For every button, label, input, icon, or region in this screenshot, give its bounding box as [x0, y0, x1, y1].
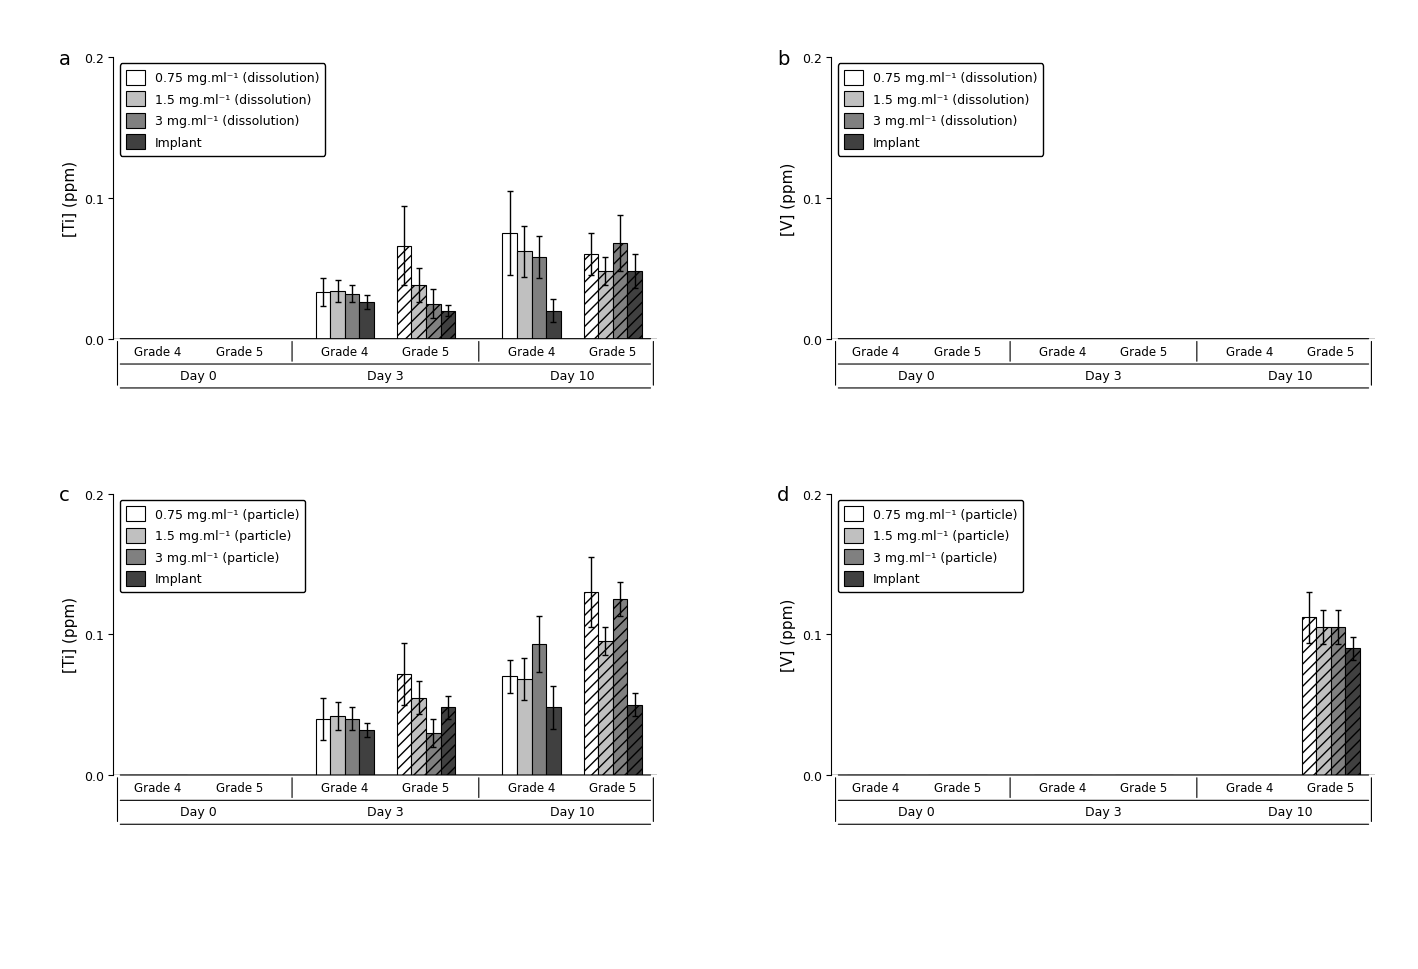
Text: Day 10: Day 10 [550, 805, 594, 818]
Text: Grade 5: Grade 5 [1307, 781, 1354, 795]
Text: b: b [777, 49, 790, 69]
Text: Day 3: Day 3 [1085, 805, 1122, 818]
Bar [441, 311, 455, 339]
Bar [502, 676, 518, 775]
Legend: 0.75 mg.ml⁻¹ (particle), 1.5 mg.ml⁻¹ (particle), 3 mg.ml⁻¹ (particle), Implant: 0.75 mg.ml⁻¹ (particle), 1.5 mg.ml⁻¹ (pa… [838, 500, 1024, 592]
Text: Grade 5: Grade 5 [1120, 781, 1167, 795]
Text: Grade 4: Grade 4 [1227, 781, 1273, 795]
Bar [627, 704, 642, 775]
Bar [613, 244, 627, 339]
Text: Day 10: Day 10 [1268, 369, 1313, 383]
Bar [359, 302, 374, 339]
Text: Grade 5: Grade 5 [403, 781, 450, 795]
Text: Day 0: Day 0 [180, 369, 217, 383]
Text: Grade 4: Grade 4 [852, 781, 900, 795]
Y-axis label: [V] (ppm): [V] (ppm) [781, 598, 797, 672]
Bar [1316, 628, 1332, 775]
Bar [584, 255, 598, 339]
Bar [397, 246, 411, 339]
Bar [532, 258, 546, 339]
Text: Grade 4: Grade 4 [135, 346, 182, 359]
Text: Grade 4: Grade 4 [320, 781, 369, 795]
Bar [316, 293, 330, 339]
Bar [598, 641, 613, 775]
Bar [345, 295, 359, 339]
Bar [316, 719, 330, 775]
Bar [425, 733, 441, 775]
Text: Grade 5: Grade 5 [588, 781, 637, 795]
Bar [397, 674, 411, 775]
Y-axis label: [Ti] (ppm): [Ti] (ppm) [64, 597, 78, 672]
Text: Grade 5: Grade 5 [1120, 346, 1167, 359]
Text: Grade 5: Grade 5 [588, 346, 637, 359]
Text: Day 3: Day 3 [367, 369, 404, 383]
Text: Grade 4: Grade 4 [1039, 346, 1086, 359]
Bar [411, 286, 425, 339]
Bar [330, 292, 345, 339]
Y-axis label: [V] (ppm): [V] (ppm) [781, 162, 797, 235]
Bar [1346, 648, 1360, 775]
Text: Grade 4: Grade 4 [1039, 781, 1086, 795]
Text: d: d [777, 485, 790, 505]
Text: a: a [60, 49, 71, 69]
Text: Grade 4: Grade 4 [508, 781, 556, 795]
Bar [532, 644, 546, 775]
Text: Grade 5: Grade 5 [403, 346, 450, 359]
Bar [330, 716, 345, 775]
Text: Grade 5: Grade 5 [933, 781, 981, 795]
Bar [411, 698, 425, 775]
Bar [518, 679, 532, 775]
Bar [441, 707, 455, 775]
Text: Day 3: Day 3 [1085, 369, 1122, 383]
Text: c: c [60, 485, 69, 505]
Bar [1302, 617, 1316, 775]
Bar [502, 234, 518, 339]
Legend: 0.75 mg.ml⁻¹ (particle), 1.5 mg.ml⁻¹ (particle), 3 mg.ml⁻¹ (particle), Implant: 0.75 mg.ml⁻¹ (particle), 1.5 mg.ml⁻¹ (pa… [119, 500, 305, 592]
Text: Grade 4: Grade 4 [852, 346, 900, 359]
Legend: 0.75 mg.ml⁻¹ (dissolution), 1.5 mg.ml⁻¹ (dissolution), 3 mg.ml⁻¹ (dissolution), : 0.75 mg.ml⁻¹ (dissolution), 1.5 mg.ml⁻¹ … [119, 64, 326, 157]
Bar [518, 252, 532, 339]
Text: Grade 5: Grade 5 [216, 781, 262, 795]
Text: Grade 5: Grade 5 [1307, 346, 1354, 359]
Bar [613, 600, 627, 775]
Bar [345, 719, 359, 775]
Text: Day 0: Day 0 [180, 805, 217, 818]
Bar [584, 592, 598, 775]
Text: Grade 4: Grade 4 [135, 781, 182, 795]
Text: Grade 4: Grade 4 [1227, 346, 1273, 359]
Bar [425, 304, 441, 339]
Text: Day 0: Day 0 [899, 805, 934, 818]
Bar [546, 707, 560, 775]
Text: Grade 4: Grade 4 [508, 346, 556, 359]
Text: Day 0: Day 0 [899, 369, 934, 383]
Bar [627, 272, 642, 339]
Text: Day 3: Day 3 [367, 805, 404, 818]
Bar [1332, 628, 1346, 775]
Text: Grade 5: Grade 5 [933, 346, 981, 359]
Text: Day 10: Day 10 [1268, 805, 1313, 818]
Bar [359, 731, 374, 775]
Text: Grade 4: Grade 4 [320, 346, 369, 359]
Text: Day 10: Day 10 [550, 369, 594, 383]
Text: Grade 5: Grade 5 [216, 346, 262, 359]
Bar [598, 272, 613, 339]
Legend: 0.75 mg.ml⁻¹ (dissolution), 1.5 mg.ml⁻¹ (dissolution), 3 mg.ml⁻¹ (dissolution), : 0.75 mg.ml⁻¹ (dissolution), 1.5 mg.ml⁻¹ … [838, 64, 1044, 157]
Y-axis label: [Ti] (ppm): [Ti] (ppm) [64, 161, 78, 236]
Bar [546, 311, 560, 339]
